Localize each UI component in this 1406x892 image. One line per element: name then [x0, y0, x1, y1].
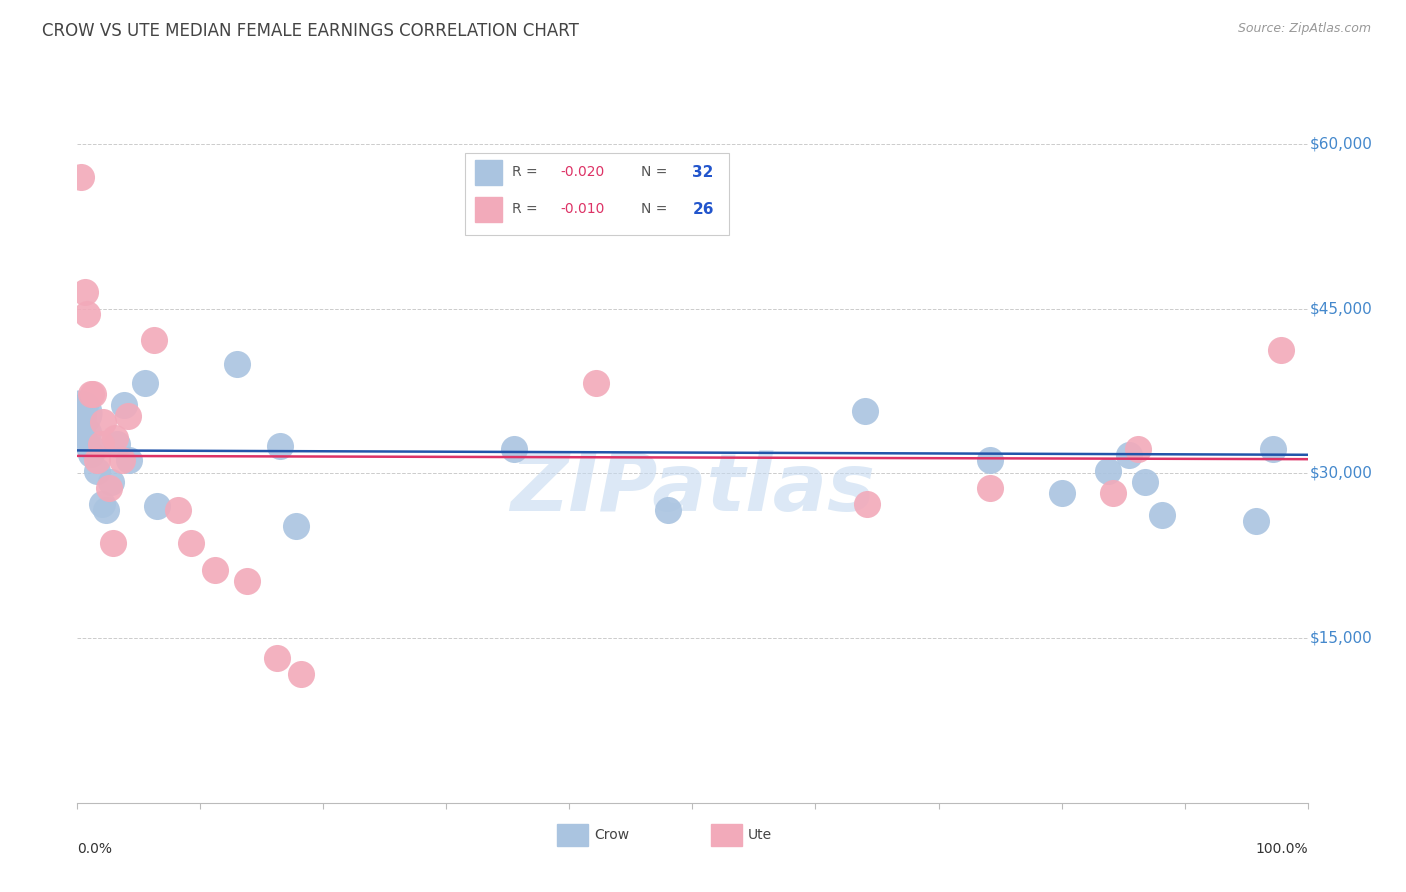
Point	[77, 425, 100, 439]
Text: -0.020: -0.020	[561, 165, 605, 179]
Point	[285, 519, 308, 533]
Point	[70, 420, 93, 434]
Point	[503, 442, 526, 457]
Point	[82, 442, 104, 457]
Point	[226, 357, 249, 371]
Point	[73, 285, 96, 300]
Bar	[475, 197, 502, 221]
Point	[853, 404, 876, 418]
Point	[76, 307, 98, 321]
Text: $15,000: $15,000	[1310, 631, 1372, 646]
Text: ZIPatlas: ZIPatlas	[510, 450, 875, 528]
Point	[266, 651, 288, 665]
Point	[70, 169, 93, 184]
FancyBboxPatch shape	[465, 153, 730, 235]
Point	[1135, 475, 1157, 490]
Point	[73, 398, 96, 412]
Point	[90, 437, 112, 451]
Point	[142, 333, 165, 347]
Point	[91, 415, 114, 429]
Point	[269, 439, 291, 453]
Point	[118, 453, 141, 467]
Point	[1097, 464, 1119, 478]
Text: N =: N =	[641, 165, 672, 179]
Point	[585, 376, 607, 391]
Point	[180, 535, 202, 549]
Point	[104, 431, 127, 445]
Text: 26: 26	[693, 202, 714, 217]
Text: Source: ZipAtlas.com: Source: ZipAtlas.com	[1237, 22, 1371, 36]
Point	[111, 453, 132, 467]
Point	[82, 387, 104, 401]
Bar	[557, 824, 588, 846]
Bar	[711, 824, 742, 846]
Text: Crow: Crow	[595, 828, 628, 842]
Text: -0.010: -0.010	[561, 202, 605, 216]
Point	[1152, 508, 1174, 523]
Point	[75, 435, 97, 450]
Text: $30,000: $30,000	[1310, 466, 1372, 481]
Text: $45,000: $45,000	[1310, 301, 1372, 317]
Point	[167, 502, 190, 516]
Point	[146, 500, 169, 514]
Point	[290, 667, 312, 681]
Point	[72, 409, 94, 424]
Point	[98, 481, 121, 495]
Point	[86, 464, 108, 478]
Point	[105, 437, 128, 451]
Text: Ute: Ute	[748, 828, 772, 842]
Point	[117, 409, 139, 424]
Point	[856, 497, 879, 511]
Point	[1263, 442, 1285, 457]
Point	[979, 453, 1001, 467]
Point	[1118, 448, 1140, 462]
Point	[657, 502, 679, 516]
Point	[67, 406, 90, 420]
Point	[134, 376, 156, 391]
Point	[1126, 442, 1149, 457]
Bar	[475, 160, 502, 185]
Text: 32: 32	[693, 165, 714, 180]
Point	[80, 447, 103, 461]
Point	[1102, 486, 1125, 500]
Point	[100, 475, 122, 490]
Text: 100.0%: 100.0%	[1256, 842, 1308, 856]
Point	[101, 535, 124, 549]
Point	[1244, 514, 1267, 528]
Point	[204, 563, 226, 577]
Text: R =: R =	[512, 165, 541, 179]
Point	[1050, 486, 1073, 500]
Point	[86, 453, 108, 467]
Point	[90, 497, 114, 511]
Text: $60,000: $60,000	[1310, 136, 1372, 152]
Text: CROW VS UTE MEDIAN FEMALE EARNINGS CORRELATION CHART: CROW VS UTE MEDIAN FEMALE EARNINGS CORRE…	[42, 22, 579, 40]
Point	[979, 481, 1001, 495]
Point	[69, 406, 91, 420]
Point	[80, 387, 103, 401]
Text: N =: N =	[641, 202, 672, 216]
Point	[112, 398, 135, 412]
Point	[70, 428, 93, 442]
Text: R =: R =	[512, 202, 541, 216]
Point	[1270, 343, 1292, 358]
Point	[236, 574, 259, 588]
Text: 0.0%: 0.0%	[77, 842, 112, 856]
Point	[94, 502, 117, 516]
